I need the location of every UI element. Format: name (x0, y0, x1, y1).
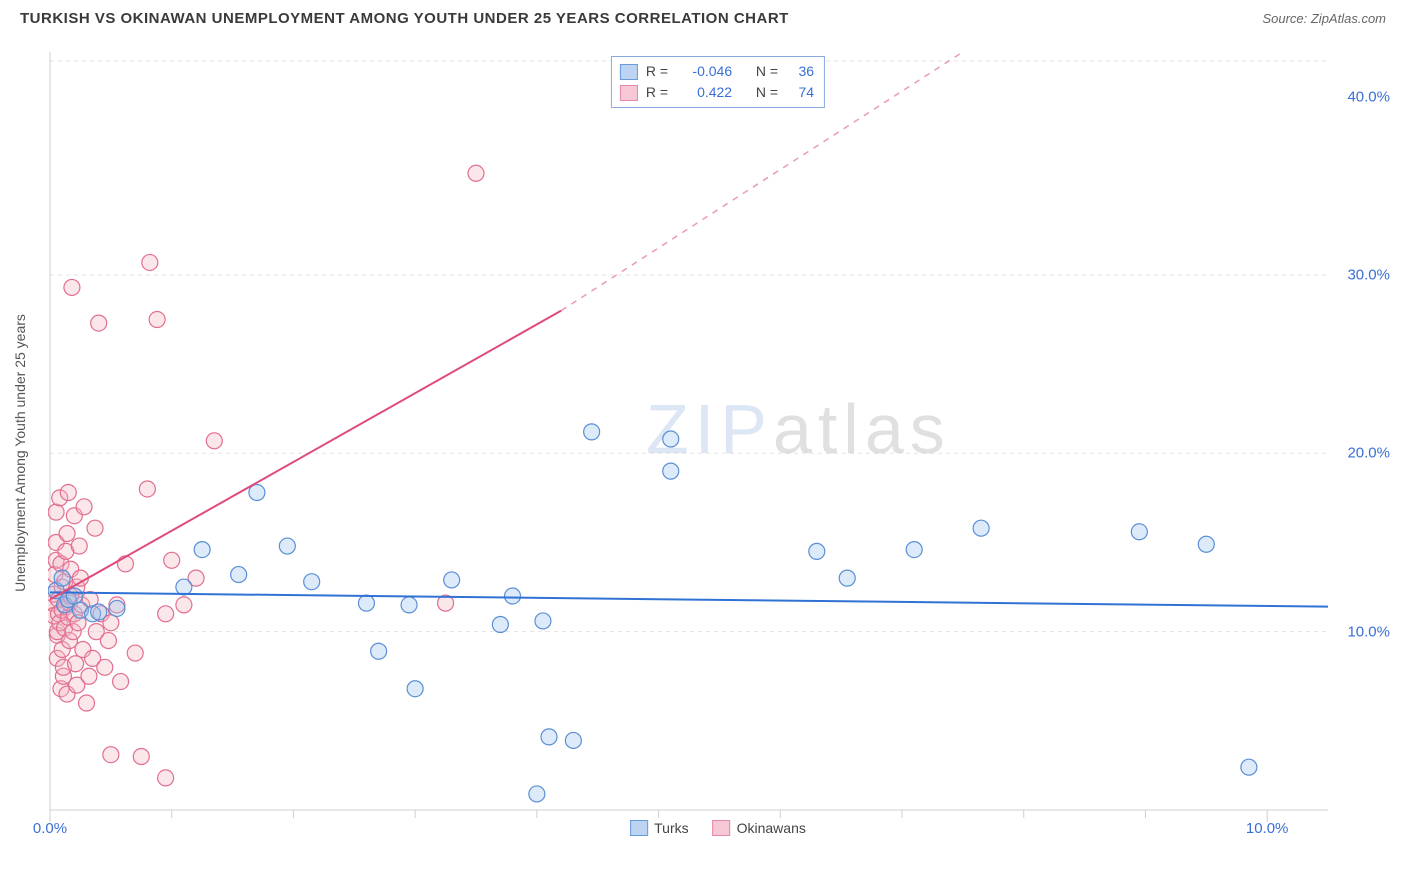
scatter-point (492, 617, 508, 633)
scatter-point (91, 604, 107, 620)
n-value: 74 (786, 82, 814, 103)
scatter-point (444, 572, 460, 588)
legend-swatch (620, 85, 638, 101)
scatter-point (505, 588, 521, 604)
scatter-point (81, 668, 97, 684)
scatter-point (79, 695, 95, 711)
y-tick-label: 20.0% (1347, 445, 1390, 462)
legend-label: Turks (654, 820, 688, 836)
legend-swatch (630, 820, 648, 836)
title-bar: TURKISH VS OKINAWAN UNEMPLOYMENT AMONG Y… (0, 0, 1406, 35)
x-tick-label: 10.0% (1246, 820, 1289, 864)
scatter-point (176, 597, 192, 613)
scatter-point (139, 481, 155, 497)
scatter-point (1198, 536, 1214, 552)
scatter-point (839, 570, 855, 586)
stats-row: R = 0.422 N = 74 (620, 82, 814, 103)
y-tick-label: 40.0% (1347, 88, 1390, 105)
legend-item: Turks (630, 818, 688, 838)
scatter-point (279, 538, 295, 554)
scatter-point (54, 570, 70, 586)
legend-item: Okinawans (713, 818, 806, 838)
x-tick-label: 0.0% (33, 820, 67, 864)
legend-label: Okinawans (737, 820, 806, 836)
scatter-point (809, 543, 825, 559)
scatter-point (906, 542, 922, 558)
chart-area: Unemployment Among Youth under 25 years … (48, 50, 1388, 840)
stats-box: R = -0.046 N = 36 R = 0.422 N = 74 (611, 56, 825, 108)
scatter-point (401, 597, 417, 613)
scatter-point (176, 579, 192, 595)
r-label: R = (646, 61, 668, 82)
scatter-point (66, 588, 82, 604)
scatter-point (48, 504, 64, 520)
scatter-point (407, 681, 423, 697)
legend-swatch (713, 820, 731, 836)
scatter-point (91, 315, 107, 331)
scatter-point (68, 656, 84, 672)
scatter-point (584, 424, 600, 440)
y-axis-label: Unemployment Among Youth under 25 years (12, 314, 28, 592)
scatter-point (1131, 524, 1147, 540)
scatter-point (565, 732, 581, 748)
scatter-point (97, 659, 113, 675)
scatter-point (142, 254, 158, 270)
chart-title: TURKISH VS OKINAWAN UNEMPLOYMENT AMONG Y… (20, 10, 789, 27)
scatter-point (109, 600, 125, 616)
bottom-legend: Turks Okinawans (630, 818, 806, 838)
scatter-point (71, 538, 87, 554)
source-label: Source: ZipAtlas.com (1262, 11, 1386, 26)
scatter-point (663, 431, 679, 447)
scatter-point (127, 645, 143, 661)
scatter-point (249, 485, 265, 501)
scatter-point (64, 279, 80, 295)
r-label: R = (646, 82, 668, 103)
scatter-point (973, 520, 989, 536)
scatter-point (1241, 759, 1257, 775)
y-tick-label: 30.0% (1347, 266, 1390, 283)
scatter-point (371, 643, 387, 659)
scatter-point (535, 613, 551, 629)
scatter-point (149, 312, 165, 328)
scatter-point (60, 485, 76, 501)
scatter-plot (48, 50, 1388, 840)
scatter-point (541, 729, 557, 745)
scatter-point (529, 786, 545, 802)
scatter-point (87, 520, 103, 536)
scatter-point (468, 165, 484, 181)
scatter-point (113, 674, 129, 690)
n-label: N = (756, 82, 778, 103)
stats-row: R = -0.046 N = 36 (620, 61, 814, 82)
scatter-point (158, 770, 174, 786)
scatter-point (358, 595, 374, 611)
n-label: N = (756, 61, 778, 82)
scatter-point (100, 633, 116, 649)
n-value: 36 (786, 61, 814, 82)
scatter-point (231, 567, 247, 583)
y-tick-label: 10.0% (1347, 623, 1390, 640)
scatter-point (103, 747, 119, 763)
scatter-point (194, 542, 210, 558)
legend-swatch (620, 64, 638, 80)
scatter-point (206, 433, 222, 449)
scatter-point (663, 463, 679, 479)
scatter-point (304, 574, 320, 590)
scatter-point (76, 499, 92, 515)
r-value: 0.422 (676, 82, 732, 103)
scatter-point (59, 526, 75, 542)
scatter-point (164, 552, 180, 568)
r-value: -0.046 (676, 61, 732, 82)
scatter-point (117, 556, 133, 572)
scatter-point (133, 748, 149, 764)
scatter-point (158, 606, 174, 622)
